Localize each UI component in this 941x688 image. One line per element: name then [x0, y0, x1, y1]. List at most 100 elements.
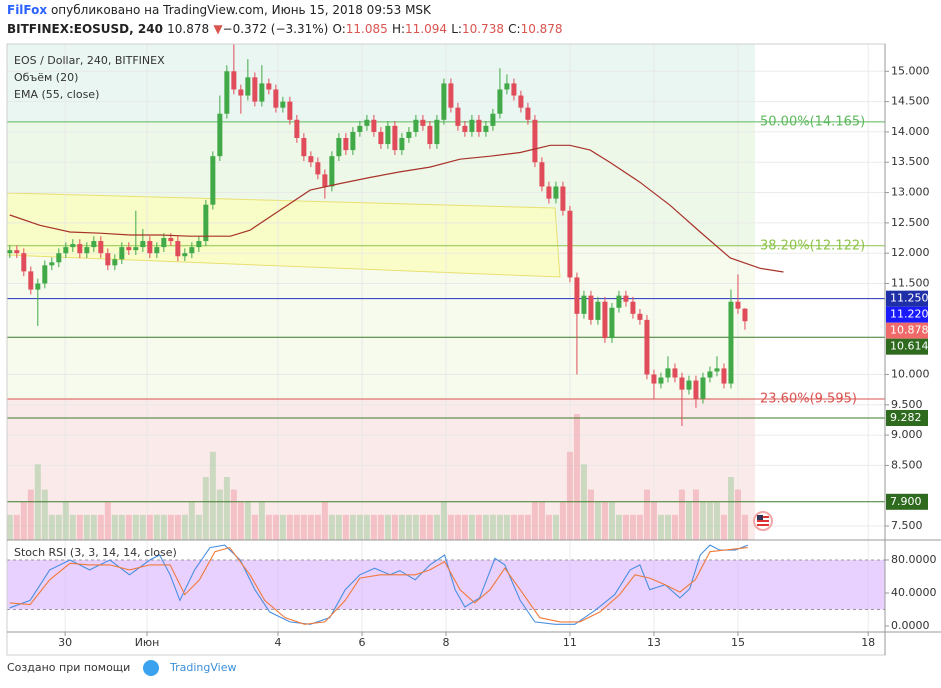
candle-body	[399, 137, 405, 151]
volume-bar	[454, 514, 461, 540]
volume-bar	[328, 514, 335, 540]
volume-bar	[76, 514, 83, 540]
price-label: 9.282	[890, 411, 922, 424]
price-label: 11.220	[890, 308, 929, 321]
y-tick-label: 8.500	[891, 458, 923, 471]
volume-bar	[545, 514, 552, 540]
x-tick-label: 6	[358, 636, 365, 649]
volume-bar	[90, 514, 97, 540]
ema-legend: EMA (55, close)	[14, 88, 99, 101]
volume-bar	[132, 514, 139, 540]
candle-body	[350, 131, 356, 151]
x-tick-label: 13	[647, 636, 661, 649]
candle-body	[147, 241, 153, 254]
volume-bar	[342, 514, 349, 540]
volume-bar	[251, 514, 258, 540]
price-label-box	[886, 322, 928, 339]
volume-bar	[258, 502, 265, 540]
candle-body	[252, 77, 258, 102]
direction: ▼	[213, 22, 223, 36]
price-label-box	[886, 290, 928, 307]
x-tick-label: 4	[274, 636, 281, 649]
volume-bar	[552, 514, 559, 540]
volume-bar	[461, 514, 468, 540]
volume-bar	[517, 514, 524, 540]
candle-body	[119, 247, 125, 260]
volume-bar	[41, 489, 48, 540]
header-line: FilFox опубликовано на TradingView.com, …	[7, 3, 432, 17]
candle-body	[161, 238, 167, 248]
candle-body	[175, 241, 181, 257]
candle-body	[693, 380, 699, 399]
volume-bar	[636, 514, 643, 540]
volume-bar	[503, 514, 510, 540]
candle-body	[84, 247, 90, 254]
candle-body	[644, 319, 650, 375]
candle-body	[511, 83, 517, 96]
volume-bar	[139, 514, 146, 540]
volume-bar	[447, 514, 454, 540]
volume-bar	[69, 514, 76, 540]
candle-body	[35, 283, 41, 290]
candle-body	[343, 137, 349, 151]
candle-body	[91, 241, 97, 248]
y-tick-label: 11.500	[891, 277, 930, 290]
volume-bar	[594, 502, 601, 540]
candle-body	[476, 119, 482, 132]
volume-bar	[272, 514, 279, 540]
candle-body	[651, 374, 657, 384]
candle-body	[735, 301, 741, 309]
last-price: 10.878	[167, 22, 209, 36]
candle-body	[357, 125, 363, 132]
y-tick-label: 40.0000	[891, 586, 937, 599]
volume-bar	[538, 502, 545, 540]
volume-legend: Объём (20)	[14, 71, 78, 84]
candle-body	[70, 244, 76, 248]
volume-bar	[97, 514, 104, 540]
volume-bar	[685, 502, 692, 540]
volume-bar	[13, 514, 20, 540]
candle-body	[448, 83, 454, 108]
candle-body	[133, 247, 139, 251]
y-tick-label: 9.000	[891, 428, 923, 441]
volume-bar	[384, 514, 391, 540]
candle-body	[315, 162, 321, 175]
fib-zone	[7, 245, 755, 400]
volume-bar	[223, 477, 230, 540]
candle-body	[196, 241, 202, 248]
price-label-box	[886, 493, 928, 510]
c-label: C:	[508, 22, 520, 36]
volume-bar	[426, 514, 433, 540]
candle-body	[707, 371, 713, 378]
volume-bar	[643, 489, 650, 540]
volume-bar	[237, 502, 244, 540]
volume-bar	[741, 514, 748, 540]
fib-label: 38.20%(12.122)	[760, 238, 865, 253]
volume-bar	[363, 514, 370, 540]
volume-bar	[587, 489, 594, 540]
low-value: 10.738	[462, 22, 504, 36]
volume-bar	[482, 514, 489, 540]
candle-body	[385, 125, 391, 145]
candle-body	[665, 368, 671, 378]
volume-bar	[55, 514, 62, 540]
candle-body	[679, 377, 685, 390]
fib-label: 50.00%(14.165)	[760, 114, 865, 129]
volume-bar	[244, 502, 251, 540]
footer-brand[interactable]: TradingView	[169, 661, 236, 674]
volume-bar	[195, 514, 202, 540]
close-value: 10.878	[521, 22, 563, 36]
candle-body	[420, 119, 426, 126]
candle-body	[574, 277, 580, 314]
candle-body	[686, 380, 692, 390]
volume-bar	[629, 514, 636, 540]
candle-body	[364, 119, 370, 126]
fib-zone	[7, 399, 755, 540]
candle-body	[259, 83, 265, 102]
volume-bar	[27, 489, 34, 540]
change: −0.372 (−3.31%)	[223, 22, 329, 36]
volume-bar	[188, 502, 195, 540]
x-tick-label: 11	[563, 636, 577, 649]
volume-bar	[153, 514, 160, 540]
